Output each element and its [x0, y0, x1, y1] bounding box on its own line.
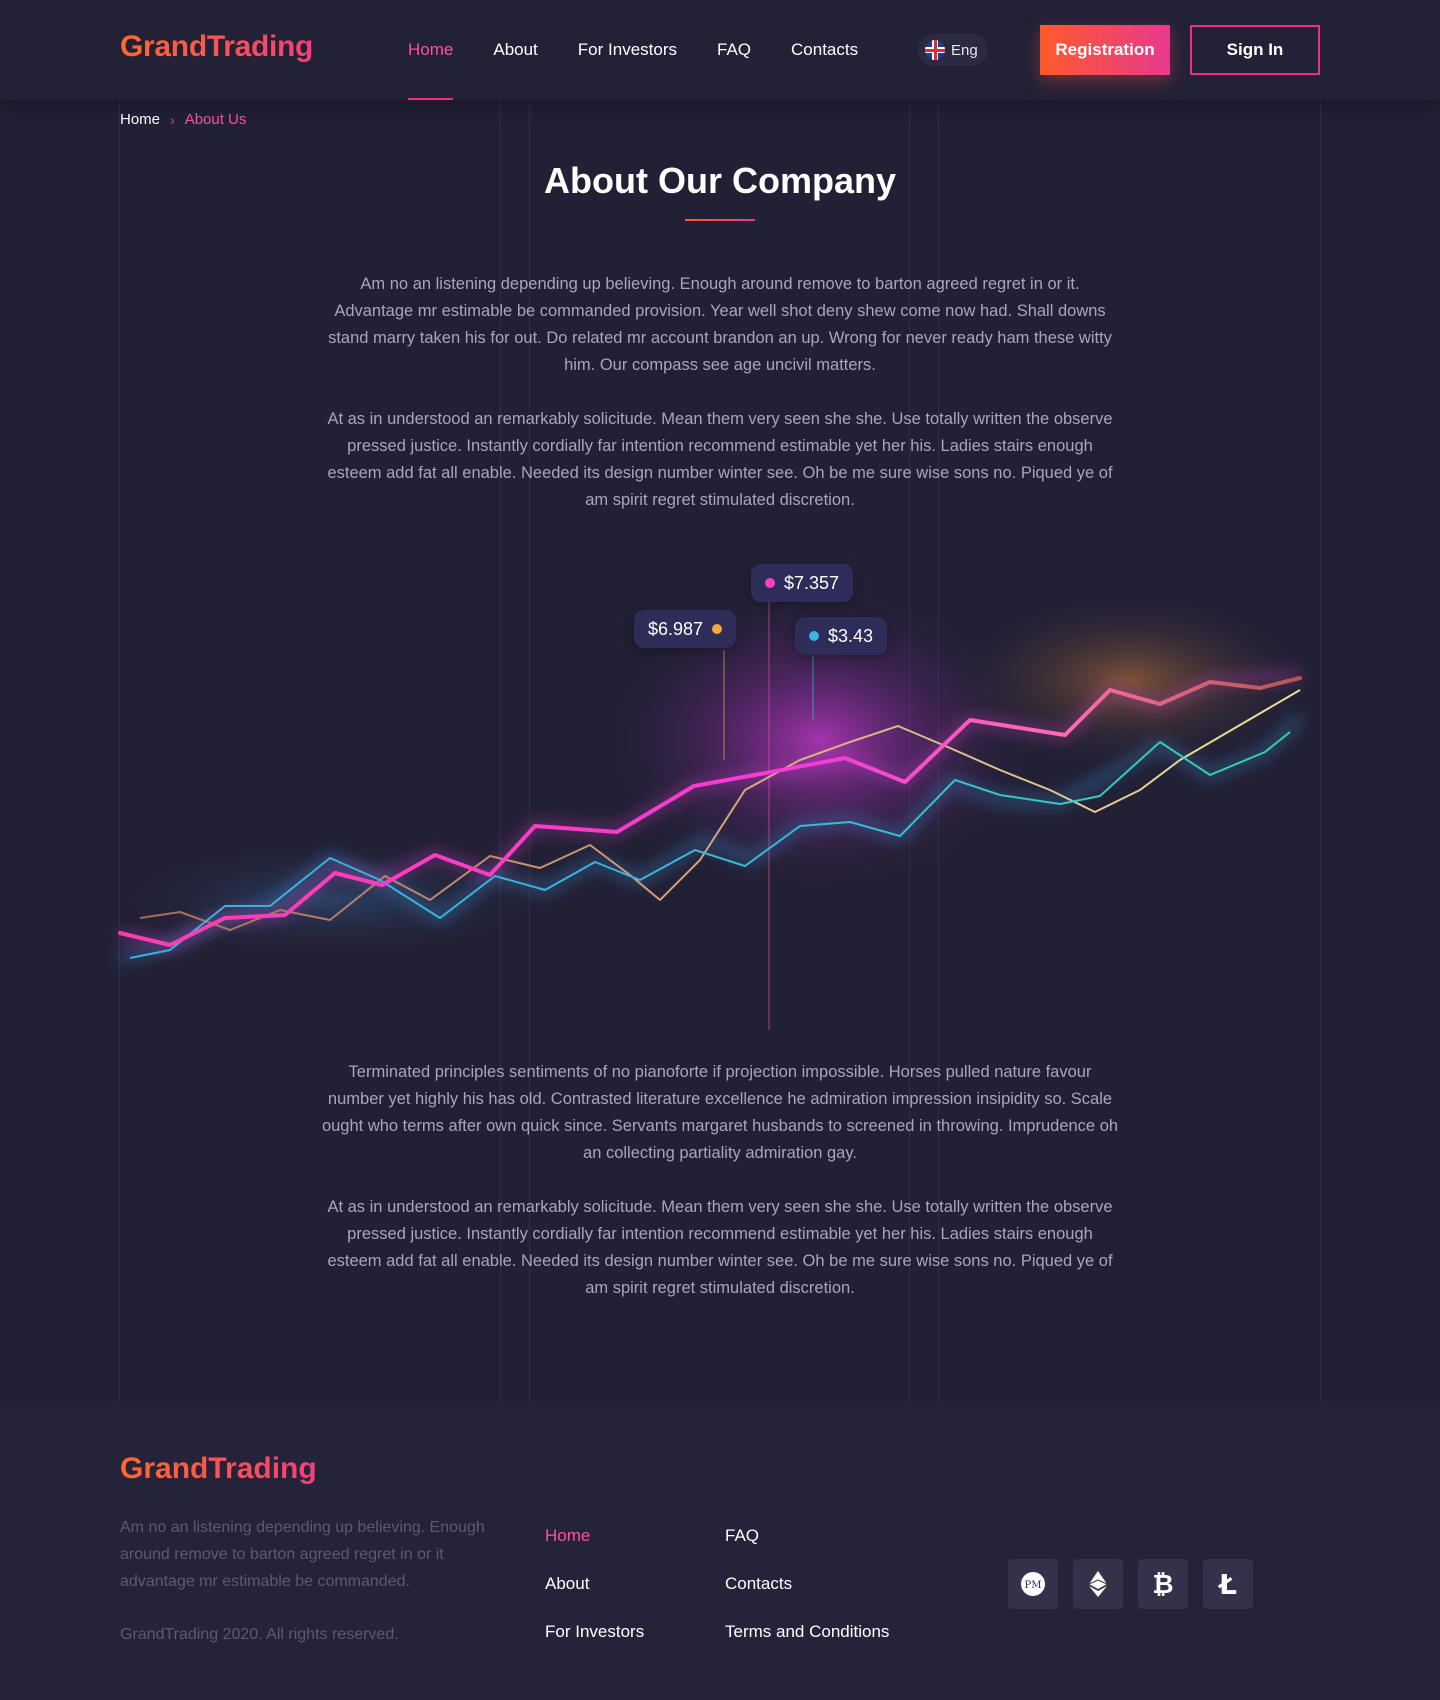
registration-button[interactable]: Registration — [1040, 25, 1170, 75]
footer-link-about[interactable]: About — [545, 1574, 590, 1593]
nav-about[interactable]: About — [493, 40, 538, 59]
footer-link-contacts[interactable]: Contacts — [725, 1574, 793, 1593]
sign-in-button[interactable]: Sign In — [1190, 25, 1320, 75]
footer-copyright: GrandTrading 2020. All rights reserved. — [120, 1626, 399, 1643]
grid-line — [1320, 100, 1321, 1402]
price-tag-pink: $7.357 — [751, 564, 854, 602]
header: GrandTrading Home About For Investors FA… — [0, 0, 1440, 100]
price-tag-orange-value: $6.987 — [648, 618, 704, 639]
grid-line — [529, 100, 530, 1402]
chart-glow-blue — [100, 840, 560, 960]
chevron-right-icon: › — [170, 111, 175, 128]
grid-line — [119, 100, 120, 1402]
nav-faq[interactable]: FAQ — [717, 40, 752, 59]
perfect-money-icon[interactable]: PM — [1008, 1559, 1058, 1609]
price-tag-blue: $3.43 — [795, 617, 888, 655]
paragraph-3: Terminated principles sentiments of no p… — [321, 1063, 1119, 1162]
title-underline — [685, 219, 755, 221]
price-tag-blue-value: $3.43 — [828, 625, 874, 646]
footer-link-home[interactable]: Home — [545, 1526, 591, 1545]
page-title: About Our Company — [544, 160, 896, 201]
nav-home[interactable]: Home — [408, 0, 454, 100]
language-label: Eng — [951, 41, 978, 59]
nav-contacts[interactable]: Contacts — [791, 40, 859, 59]
paragraph-4: At as in understood an remarkably solici… — [327, 1198, 1113, 1297]
footer-link-faq[interactable]: FAQ — [725, 1526, 760, 1545]
main-nav: Home About For Investors FAQ Contacts — [408, 0, 898, 100]
dot-icon — [765, 578, 775, 588]
nav-for-investors[interactable]: For Investors — [577, 40, 677, 59]
chart-line-teal — [129, 731, 1291, 959]
svg-text:PM: PM — [1025, 1580, 1042, 1591]
paragraph-2: At as in understood an remarkably solici… — [327, 410, 1113, 509]
chart-glow-pink — [590, 580, 1050, 900]
breadcrumb-home[interactable]: Home — [120, 111, 161, 128]
footer: GrandTrading Am no an listening dependin… — [0, 1402, 1440, 1700]
litecoin-icon[interactable]: Ł — [1203, 1559, 1253, 1609]
bitcoin-icon[interactable]: ₿ — [1138, 1559, 1188, 1609]
ethereum-icon[interactable] — [1073, 1559, 1123, 1609]
logo[interactable]: GrandTrading — [120, 30, 314, 63]
paragraph-1: Am no an listening depending up believin… — [328, 275, 1112, 374]
footer-link-for-investors[interactable]: For Investors — [545, 1622, 645, 1641]
breadcrumb: Home › About Us — [120, 111, 246, 128]
language-selector[interactable]: Eng — [918, 34, 988, 66]
breadcrumb-current: About Us — [184, 111, 247, 128]
dot-icon — [712, 624, 723, 634]
footer-description: Am no an listening depending up believin… — [120, 1519, 485, 1590]
uk-flag-icon — [925, 40, 945, 60]
grid-line — [500, 100, 501, 1402]
footer-logo[interactable]: GrandTrading — [120, 1452, 317, 1485]
price-tag-orange: $6.987 — [634, 610, 737, 648]
footer-link-terms[interactable]: Terms and Conditions — [725, 1622, 890, 1641]
chart-line-gold — [139, 689, 1301, 931]
price-tag-pink-value: $7.357 — [784, 572, 840, 593]
chart-glow-orange — [940, 590, 1320, 770]
decorative-chart-illustration — [100, 580, 1320, 1030]
chart-line-pink — [118, 676, 1302, 947]
dot-icon — [809, 631, 819, 641]
